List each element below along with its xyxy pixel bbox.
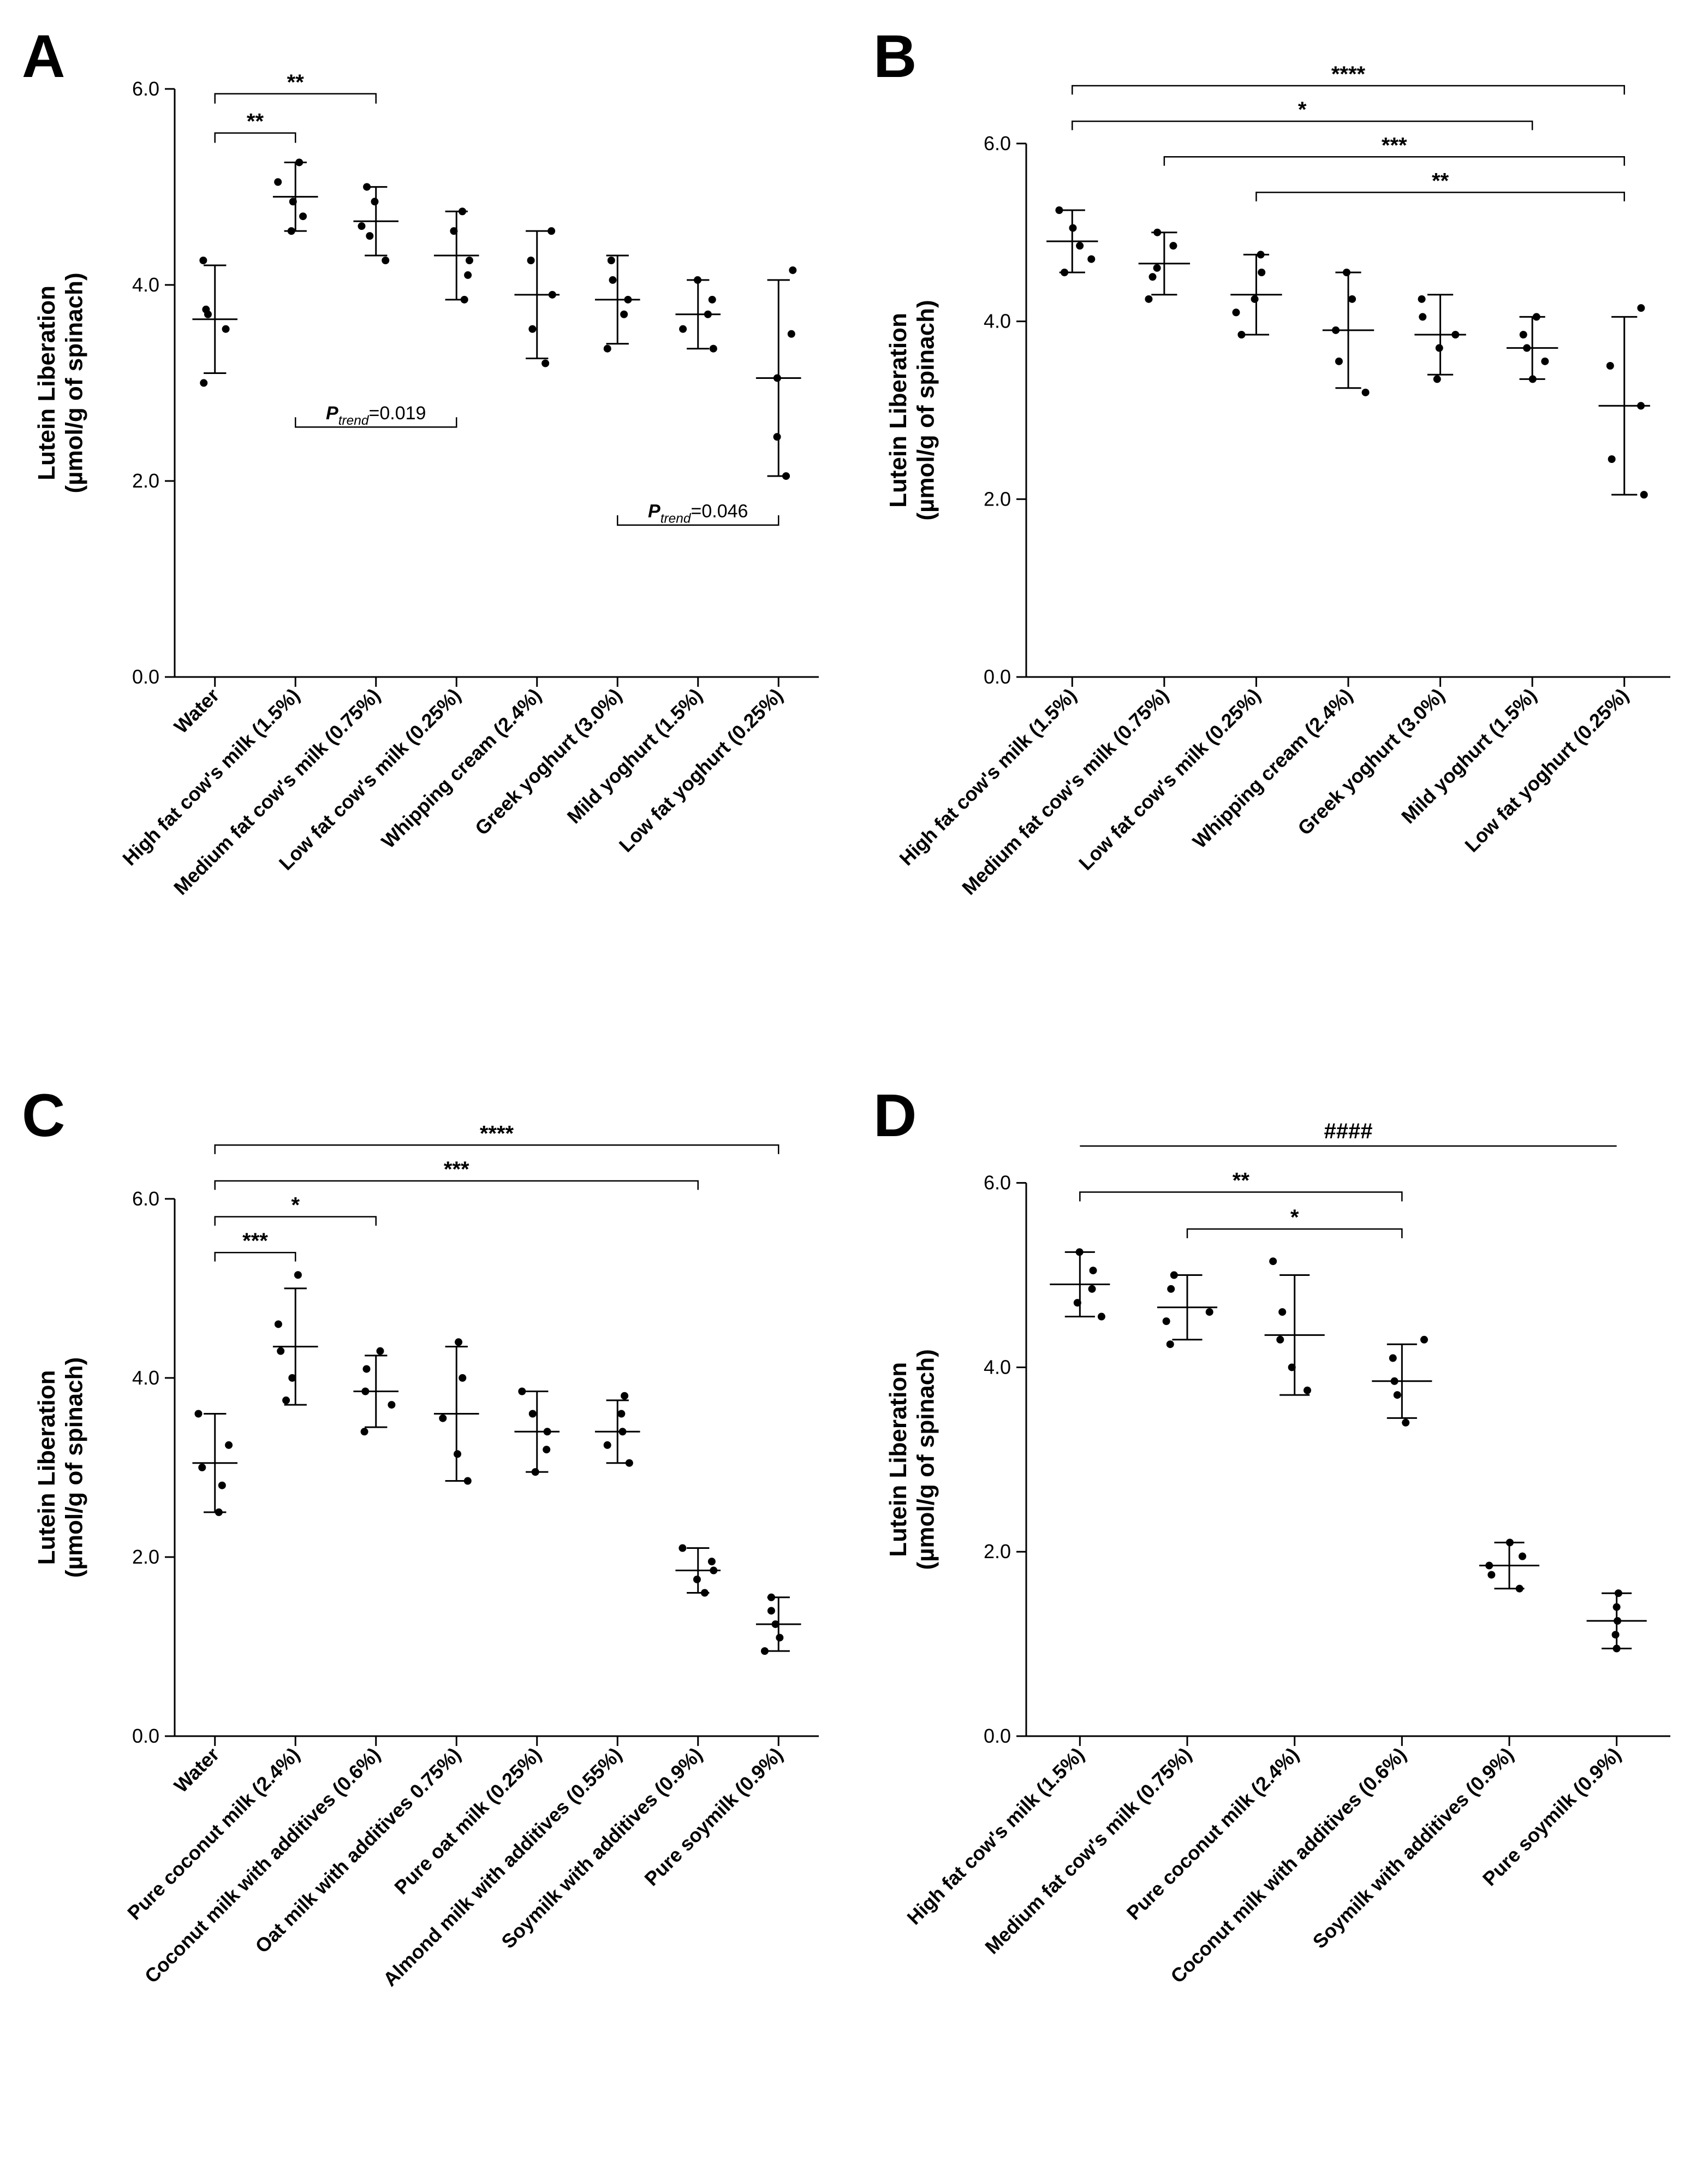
svg-text:****: ****: [480, 1121, 514, 1145]
svg-text:0.0: 0.0: [984, 666, 1011, 688]
panel-A: A 0.0 2.0 4.0 6.0 Lutein Liberation(µmol/g o…: [22, 22, 841, 1059]
svg-text:4.0: 4.0: [132, 274, 159, 296]
panel-C: C 0.0 2.0 4.0 6.0 Lutein Liberation(µmol/g o…: [22, 1081, 841, 2118]
x-axis-category-label: Low fat yoghurt (0.25%): [1460, 684, 1633, 857]
svg-text:0.0: 0.0: [132, 1725, 159, 1747]
svg-text:**: **: [1233, 1169, 1250, 1193]
x-axis-category-label: Water: [170, 684, 224, 738]
svg-text:**: **: [1432, 169, 1449, 193]
svg-text:4.0: 4.0: [132, 1367, 159, 1389]
x-axis-category-label: High fat cow's milk (1.5%): [902, 1743, 1088, 1929]
svg-text:4.0: 4.0: [984, 1356, 1011, 1378]
svg-text:6.0: 6.0: [984, 132, 1011, 155]
svg-text:2.0: 2.0: [984, 1540, 1011, 1563]
panel-D-label: D: [873, 1081, 917, 1150]
chart-D: 0.0 2.0 4.0 6.0 Lutein Liberation(µmol/g of …: [873, 1081, 1692, 2118]
svg-text:6.0: 6.0: [984, 1172, 1011, 1194]
svg-text:***: ***: [1382, 133, 1407, 157]
svg-text:Lutein Liberation(µmol/g of sp: Lutein Liberation(µmol/g of spinach): [885, 300, 939, 520]
panel-A-label: A: [22, 22, 65, 91]
svg-text:*: *: [1290, 1205, 1299, 1229]
svg-text:Ptrend=0.019: Ptrend=0.019: [326, 403, 426, 428]
svg-text:6.0: 6.0: [132, 1187, 159, 1210]
svg-text:Lutein Liberation(µmol/g of sp: Lutein Liberation(µmol/g of spinach): [33, 1357, 88, 1578]
panel-B: B 0.0 2.0 4.0 6.0 Lutein Liberation(µmol/g o…: [873, 22, 1692, 1059]
x-axis-category-label: Whipping cream (2.4%): [377, 684, 545, 853]
svg-text:**: **: [287, 70, 305, 94]
svg-text:2.0: 2.0: [132, 470, 159, 492]
x-axis-category-label: Soymilk with additives (0.9%): [1308, 1743, 1518, 1953]
panel-C-label: C: [22, 1081, 65, 1150]
x-axis-category-label: Mild yoghurt (1.5%): [563, 684, 707, 828]
x-axis-category-label: Water: [170, 1743, 224, 1797]
svg-text:0.0: 0.0: [984, 1725, 1011, 1747]
x-axis-category-label: Whipping cream (2.4%): [1188, 684, 1357, 853]
svg-text:2.0: 2.0: [132, 1546, 159, 1568]
x-axis-category-label: Pure coconut milk (2.4%): [1122, 1743, 1304, 1924]
x-axis-category-label: Pure oat milk (0.25%): [390, 1743, 545, 1899]
x-axis-category-label: Greek yoghurt (3.0%): [1293, 684, 1449, 840]
svg-text:####: ####: [1324, 1119, 1373, 1143]
x-axis-category-label: Medium fat cow's milk (0.75%): [957, 684, 1173, 899]
svg-text:*: *: [291, 1193, 300, 1217]
svg-text:0.0: 0.0: [132, 666, 159, 688]
svg-text:***: ***: [444, 1157, 469, 1181]
svg-text:**: **: [247, 110, 264, 134]
svg-text:****: ****: [1331, 62, 1366, 86]
svg-text:6.0: 6.0: [132, 78, 159, 100]
chart-C: 0.0 2.0 4.0 6.0 Lutein Liberation(µmol/g of …: [22, 1081, 841, 2118]
svg-text:Lutein Liberation(µmol/g of sp: Lutein Liberation(µmol/g of spinach): [33, 272, 88, 493]
svg-text:4.0: 4.0: [984, 310, 1011, 332]
panel-D: D 0.0 2.0 4.0 6.0 Lutein Liberation(µmol/g o…: [873, 1081, 1692, 2118]
svg-text:Lutein Liberation(µmol/g of sp: Lutein Liberation(µmol/g of spinach): [885, 1349, 939, 1570]
svg-text:*: *: [1298, 98, 1307, 122]
x-axis-category-label: Low fat yoghurt (0.25%): [615, 684, 787, 857]
x-axis-category-label: High fat cow's milk (1.5%): [895, 684, 1081, 870]
x-axis-category-label: Pure coconut milk (2.4%): [123, 1743, 304, 1924]
panel-B-label: B: [873, 22, 917, 91]
x-axis-category-label: Greek yoghurt (3.0%): [471, 684, 626, 840]
x-axis-category-label: Coconut milk with additives (0.6%): [1166, 1743, 1411, 1988]
chart-B: 0.0 2.0 4.0 6.0 Lutein Liberation(µmol/g of …: [873, 22, 1692, 1059]
x-axis-category-label: Low fat cow's milk (0.25%): [1074, 684, 1265, 875]
figure-grid: A 0.0 2.0 4.0 6.0 Lutein Liberation(µmol/g o…: [0, 0, 1708, 2140]
svg-text:2.0: 2.0: [984, 488, 1011, 510]
x-axis-category-label: Medium fat cow's milk (0.75%): [980, 1743, 1195, 1958]
x-axis-category-label: Pure soymilk (0.9%): [640, 1743, 787, 1891]
svg-text:***: ***: [242, 1229, 268, 1253]
svg-text:Ptrend=0.046: Ptrend=0.046: [648, 501, 748, 526]
chart-A: 0.0 2.0 4.0 6.0 Lutein Liberation(µmol/g of …: [22, 22, 841, 1059]
